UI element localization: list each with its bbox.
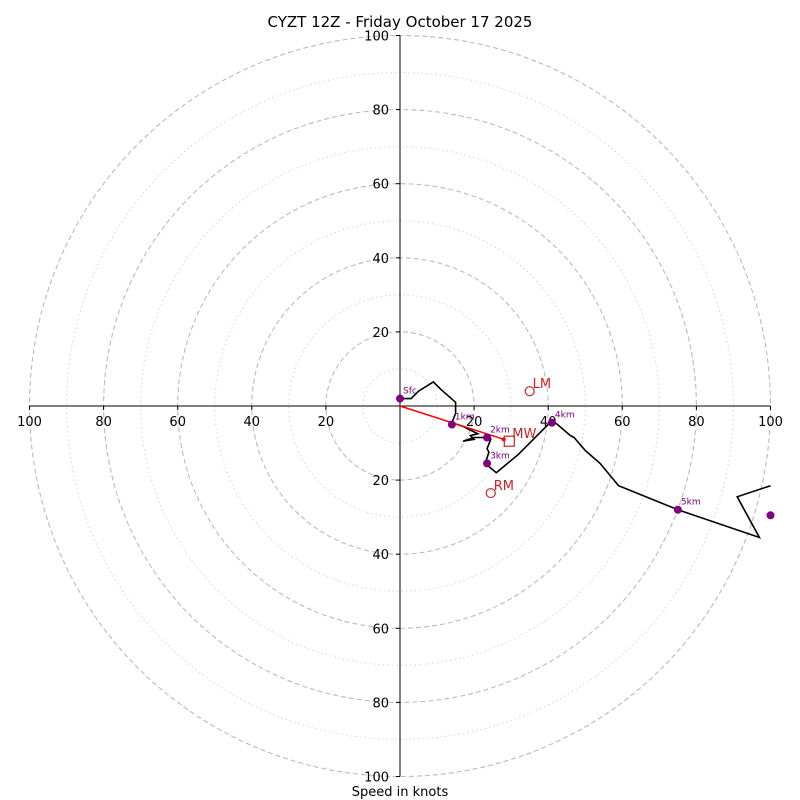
hodograph-trace (400, 380, 771, 539)
x-tick-label: 100 (17, 415, 42, 430)
x-tick-label: 60 (614, 415, 631, 430)
x-tick-label: 80 (688, 415, 705, 430)
x-tick-label: 40 (244, 415, 261, 430)
height-marker-point (766, 511, 775, 520)
chart-title: CYZT 12Z - Friday October 17 2025 (268, 13, 533, 31)
height-marker-point (673, 505, 682, 514)
hodograph-line (400, 380, 771, 539)
tick-labels: 2020202040404040606060608080808010010010… (17, 30, 783, 786)
x-tick-label: 100 (758, 415, 783, 430)
y-tick-label: 100 (364, 30, 389, 45)
y-tick-label: 60 (372, 178, 389, 193)
y-tick-label: 40 (372, 548, 389, 563)
storm-rm-label: RM (494, 479, 514, 494)
y-tick-label: 40 (372, 252, 389, 267)
y-tick-label: 20 (372, 326, 389, 341)
y-tick-label: 60 (372, 622, 389, 637)
y-tick-label: 80 (372, 104, 389, 119)
height-markers: Sfc 1km 2km 3km 4km 5km (396, 387, 775, 520)
storm-lm-marker (524, 386, 535, 397)
storm-rm-marker (485, 487, 496, 499)
storm-mw-marker (503, 435, 515, 447)
x-tick-label: 80 (95, 415, 112, 430)
height-marker-label: 3km (490, 451, 510, 461)
height-marker-point (547, 418, 556, 427)
height-marker-label: 4km (555, 411, 575, 421)
storm-motion-markers: LM RM MW (485, 377, 551, 499)
storm-mw-label: MW (512, 427, 536, 442)
y-tick-label: 100 (364, 771, 389, 786)
storm-lm-label: LM (533, 377, 551, 392)
y-tick-label: 20 (372, 474, 389, 489)
height-marker-point (447, 420, 456, 429)
x-tick-label: 60 (169, 415, 186, 430)
height-marker-label: Sfc (403, 387, 417, 397)
x-tick-label: 20 (466, 415, 483, 430)
x-axis-label: Speed in knots (352, 785, 449, 800)
height-marker-point (396, 394, 404, 403)
height-marker-label: 2km (490, 425, 510, 435)
y-tick-label: 80 (372, 696, 389, 711)
height-marker-label: 1km (455, 413, 475, 423)
height-marker-point (483, 459, 492, 468)
x-tick-label: 20 (318, 415, 335, 430)
height-marker-point (483, 433, 492, 442)
height-marker-label: 5km (681, 498, 701, 508)
